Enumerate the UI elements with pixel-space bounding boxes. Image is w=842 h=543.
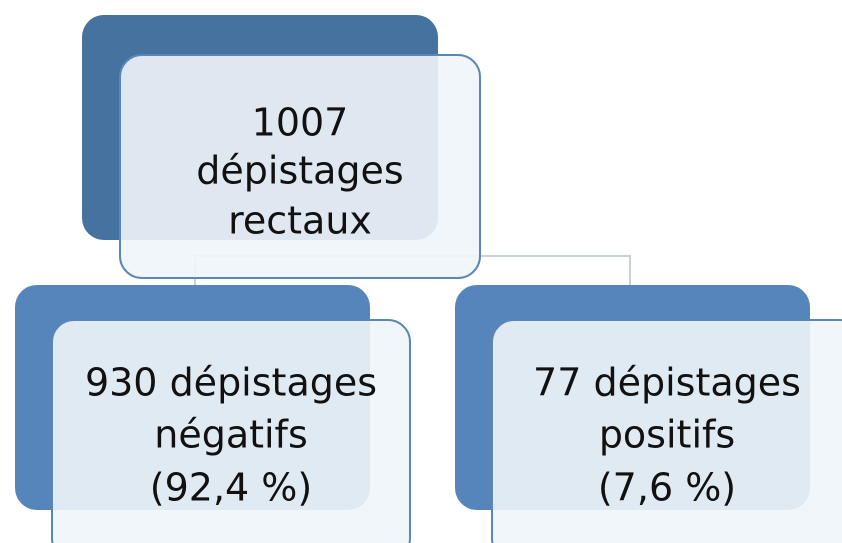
node-box [51,319,411,543]
node-label: 930 dépistages [85,361,377,405]
node-label: (7,6 %) [598,466,736,510]
node-box [119,54,481,279]
node-label: dépistages [196,149,403,193]
node-label: 1007 [252,101,349,145]
node-label: rectaux [228,199,372,243]
node-label: 77 dépistages [533,361,801,405]
node-label: positifs [599,413,735,457]
node-label: (92,4 %) [150,466,312,510]
node-box [491,319,842,543]
node-label: négatifs [154,413,308,457]
